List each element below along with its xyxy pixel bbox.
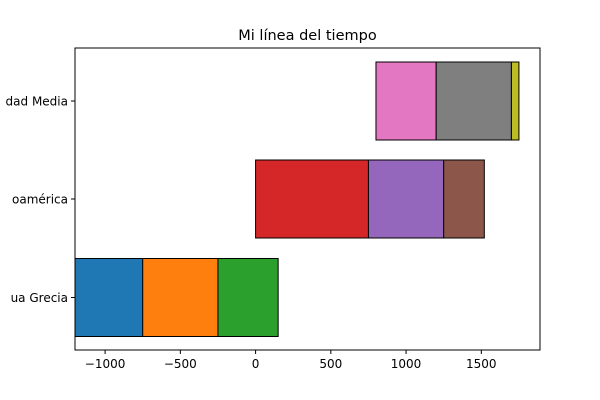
x-tick-label: −1000	[85, 357, 126, 371]
y-tick-label: dad Media	[6, 95, 68, 109]
bar-segment	[443, 159, 485, 239]
chart-title: Mi línea del tiempo	[238, 28, 377, 44]
bar-segment	[367, 159, 445, 239]
x-tick-label: −500	[164, 357, 197, 371]
bar-segment	[217, 258, 279, 337]
bar-segment	[510, 61, 520, 141]
x-tick-label: 0	[252, 357, 260, 371]
bar-segment	[255, 159, 369, 239]
x-tick-label: 1500	[466, 357, 497, 371]
bar-segment	[142, 258, 219, 337]
y-tick-label: ua Grecia	[11, 291, 68, 305]
x-tick-label: 500	[319, 357, 342, 371]
bar-segment	[435, 61, 512, 141]
y-axis-ticks: ua Grecia oamérica dad Media	[6, 95, 75, 305]
bars-group	[74, 61, 520, 337]
bar-segment	[74, 258, 144, 337]
bar-segment	[375, 61, 437, 141]
x-axis-ticks: −1000 −500 0 500 1000 1500	[85, 350, 497, 371]
y-tick-label: oamérica	[12, 193, 68, 207]
x-tick-label: 1000	[391, 357, 422, 371]
